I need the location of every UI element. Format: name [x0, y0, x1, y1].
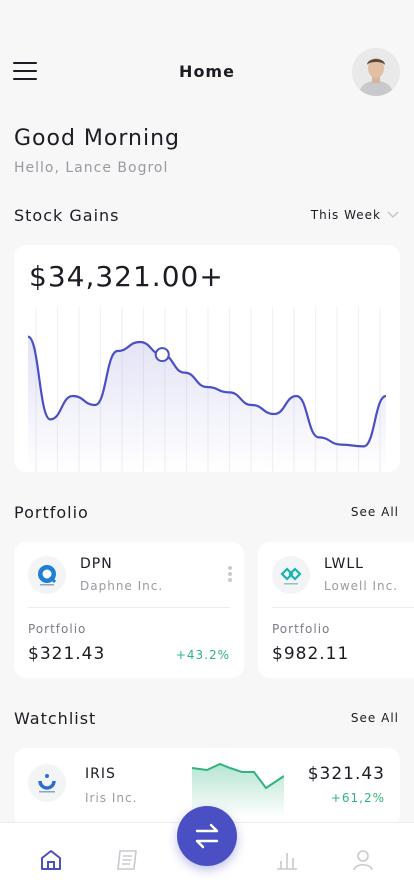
portfolio-value: $321.43	[28, 644, 106, 664]
divider	[28, 607, 230, 608]
page-title: Home	[179, 62, 235, 81]
greeting-subtitle: Hello, Lance Bogrol	[14, 160, 169, 176]
divider	[272, 607, 414, 608]
watchlist-see-all-link[interactable]: See All	[350, 711, 399, 725]
portfolio-label: Portfolio	[272, 622, 331, 636]
ticker: IRIS	[85, 766, 116, 782]
watchlist-value: $321.43	[307, 764, 385, 784]
stats-icon[interactable]	[274, 847, 300, 873]
watchlist-item-iris[interactable]: IRIS Iris Inc. $321.43 +61,2%	[14, 748, 400, 826]
greeting-title: Good Morning	[14, 126, 180, 151]
ticker: LWLL	[324, 556, 364, 572]
company-name: Lowell Inc.	[324, 579, 399, 593]
chart-area	[28, 336, 386, 472]
more-options-icon[interactable]	[226, 566, 234, 586]
watchlist-change: +61,2%	[330, 791, 385, 805]
portfolio-see-all-link[interactable]: See All	[350, 505, 399, 519]
app-header: Home	[0, 46, 414, 98]
chart-point-marker	[154, 347, 170, 363]
iris-logo-icon	[28, 764, 66, 802]
chart-line	[27, 335, 387, 448]
home-icon[interactable]	[38, 847, 64, 873]
transfer-button[interactable]	[177, 806, 237, 866]
period-selector[interactable]: This Week	[311, 208, 399, 222]
portfolio-value: $982.11	[272, 644, 350, 664]
news-icon[interactable]	[114, 847, 140, 873]
transfer-icon	[195, 823, 219, 849]
lowell-logo-icon	[272, 556, 310, 594]
stock-gains-chart[interactable]	[14, 245, 400, 472]
stock-gains-title: Stock Gains	[14, 206, 120, 225]
portfolio-label: Portfolio	[28, 622, 87, 636]
daphne-logo-icon	[28, 556, 66, 594]
gains-amount: $34,321.00+	[29, 260, 224, 293]
period-label: This Week	[310, 208, 381, 222]
chevron-down-icon	[387, 211, 399, 219]
ticker: DPN	[80, 556, 113, 572]
profile-icon[interactable]	[350, 847, 376, 873]
portfolio-card-dpn[interactable]: DPN Daphne Inc. Portfolio $321.43 +43.2%	[14, 542, 244, 678]
company-name: Daphne Inc.	[80, 579, 164, 593]
portfolio-title: Portfolio	[14, 503, 89, 522]
portfolio-change: +43.2%	[175, 648, 230, 662]
avatar-image	[352, 48, 400, 96]
company-name: Iris Inc.	[85, 791, 138, 805]
avatar[interactable]	[352, 48, 400, 96]
sparkline-chart	[192, 762, 284, 818]
menu-icon[interactable]	[13, 62, 37, 82]
watchlist-title: Watchlist	[14, 709, 97, 728]
portfolio-card-lwll[interactable]: LWLL Lowell Inc. Portfolio $982.11	[258, 542, 414, 678]
stock-gains-card: $34,321.00+	[14, 245, 400, 472]
